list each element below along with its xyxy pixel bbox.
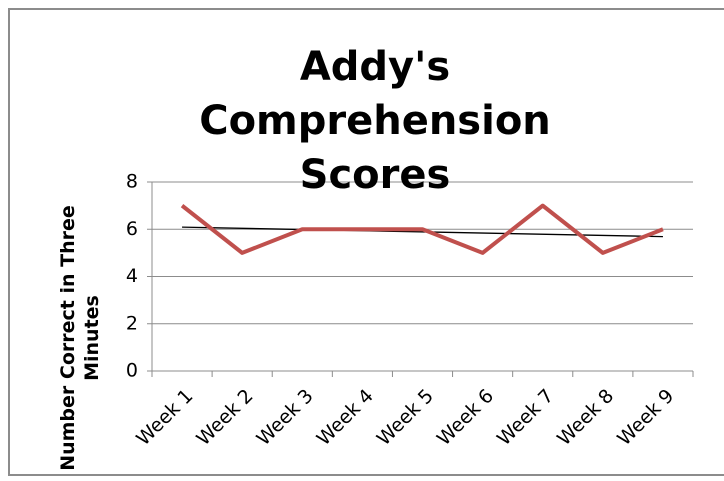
x-tick-label: Week 5 (373, 385, 438, 450)
y-tick-label: 8 (126, 171, 138, 193)
x-tick-label: Week 1 (132, 385, 197, 450)
y-tick-label: 2 (126, 312, 138, 334)
chart-frame (8, 8, 724, 476)
y-tick-label: 6 (126, 218, 138, 240)
x-tick-label: Week 6 (433, 385, 498, 450)
x-tick-label: Week 7 (493, 385, 558, 450)
y-tick-label: 0 (126, 360, 138, 382)
x-tick-label: Week 9 (613, 385, 678, 450)
x-tick-label: Week 3 (253, 385, 318, 450)
x-tick-label: Week 4 (313, 385, 378, 450)
x-tick-label: Week 8 (553, 385, 618, 450)
data-line (180, 203, 664, 255)
y-axis-label: Number Correct in Three Minutes (57, 205, 103, 471)
chart-title: Addy's Comprehension Scores (199, 44, 551, 198)
x-tick-label: Week 2 (192, 385, 257, 450)
y-tick-label: 4 (126, 265, 138, 287)
